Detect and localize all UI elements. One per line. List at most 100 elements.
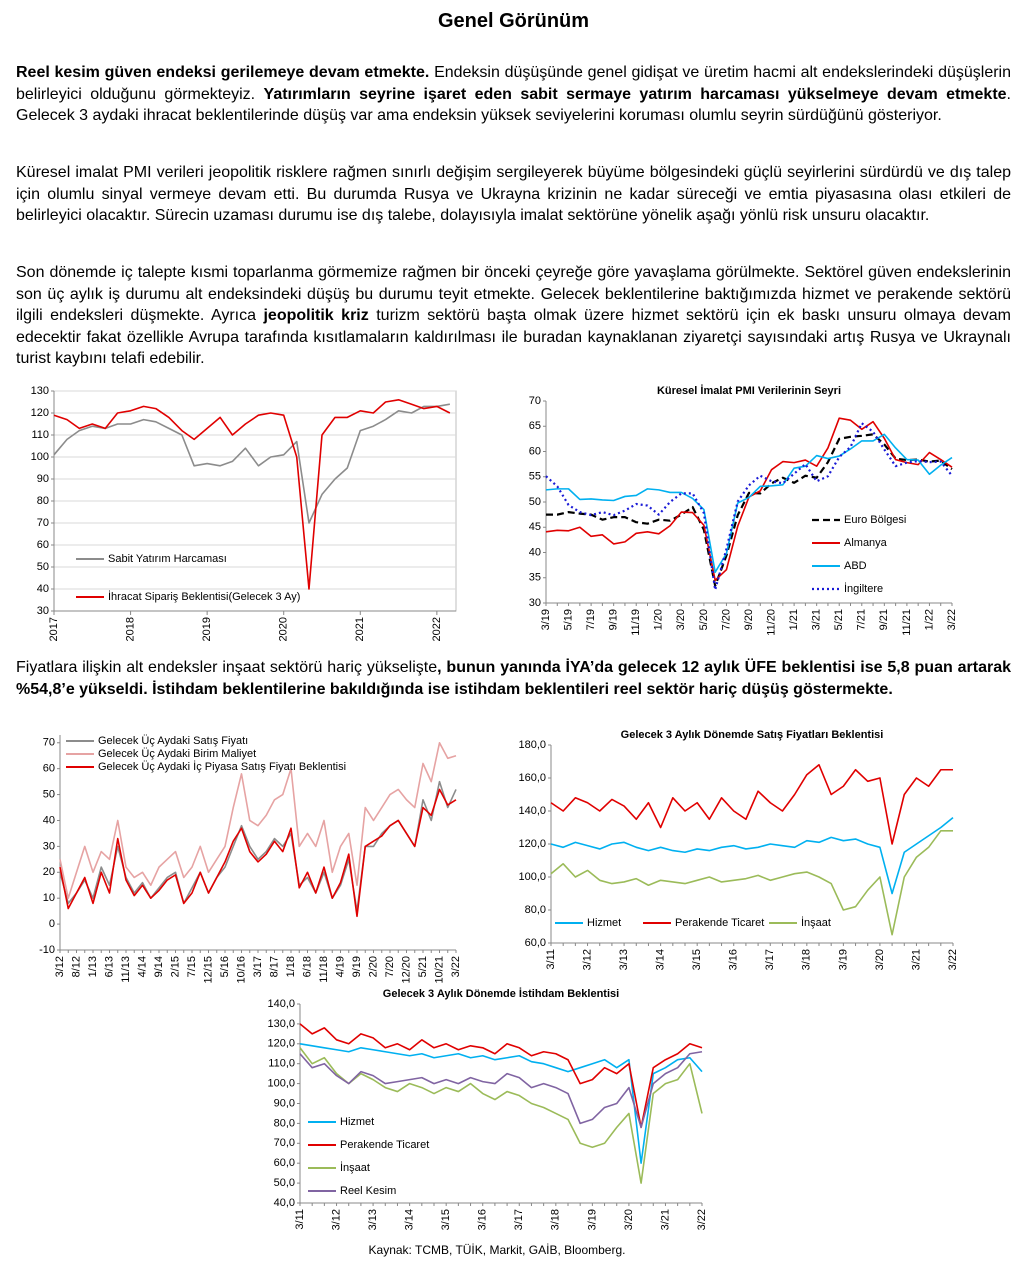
y-tick-label: 40,0 [274, 1197, 295, 1209]
legend-label: Gelecek Üç Aydaki Satış Fiyatı [98, 735, 248, 747]
x-tick-label: 2/15 [169, 956, 181, 977]
x-tick-label: 3/20 [623, 1209, 635, 1230]
y-tick-label: 110,0 [268, 1058, 295, 1070]
line-series [550, 816, 954, 895]
y-tick-label: 130 [31, 385, 49, 397]
y-tick-label: 10 [43, 892, 55, 904]
x-tick-label: 3/16 [728, 949, 740, 970]
y-tick-label: 140,0 [518, 805, 546, 817]
paragraph: Fiyatlara ilişkin alt endeksler inşaat s… [16, 657, 1011, 700]
x-tick-label: 9/19 [351, 956, 363, 977]
line-series [299, 1023, 703, 1129]
y-tick-label: 120 [31, 407, 49, 419]
y-tick-label: 160,0 [518, 772, 546, 784]
y-tick-label: 0 [49, 918, 55, 930]
chart: 30 40 50 60 70 80 90 100 110 120 130 2017 2018 2019 20… [31, 385, 457, 641]
y-tick-label: 35 [529, 572, 541, 584]
x-tick-label: 5/16 [219, 956, 231, 977]
y-tick-label: 45 [529, 521, 541, 533]
chart-title: Küresel İmalat PMI Verilerinin Seyri [657, 384, 841, 397]
legend-label: Sabit Yatırım Harcaması [108, 553, 227, 565]
legend-label: Euro Bölgesi [844, 514, 906, 526]
y-tick-label: 60,0 [274, 1157, 295, 1169]
x-tick-label: 1/21 [788, 609, 800, 630]
x-tick-label: 12/15 [202, 956, 214, 984]
x-tick-label: 10/21 [433, 956, 445, 984]
x-tick-label: 10/16 [235, 956, 247, 984]
page-title: Genel Görünüm [437, 10, 590, 32]
x-tick-label: 3/15 [440, 1209, 452, 1230]
y-tick-label: 60,0 [525, 937, 546, 949]
text-run: Fiyatlara ilişkin alt endeksler inşaat s… [16, 659, 438, 676]
y-tick-label: 130,0 [267, 1018, 295, 1030]
x-tick-label: 3/17 [252, 956, 264, 977]
x-tick-label: 3/11 [545, 949, 557, 970]
x-tick-label: 3/15 [691, 949, 703, 970]
x-tick-label: 2018 [124, 617, 136, 641]
y-tick-label: 80,0 [274, 1117, 295, 1129]
line-series [299, 1043, 703, 1164]
y-tick-label: 50 [37, 561, 49, 573]
x-tick-label: 3/22 [947, 949, 959, 970]
x-tick-label: 7/20 [384, 956, 396, 977]
x-tick-label: 6/18 [301, 956, 313, 977]
y-tick-label: 80 [37, 495, 49, 507]
y-tick-label: 60 [43, 763, 55, 775]
x-tick-label: 3/22 [696, 1209, 708, 1230]
line-series [546, 433, 953, 587]
x-tick-label: 8/17 [268, 956, 280, 977]
text-run: Son dönemde iç talepte kısmi toparlanma … [16, 264, 1011, 325]
text-run: Küresel imalat PMI verileri jeopolitik r… [16, 164, 1011, 225]
legend-label: Hizmet [340, 1116, 374, 1128]
legend-label: İnşaat [801, 916, 831, 929]
y-tick-label: 100 [31, 451, 49, 463]
x-tick-label: 3/20 [874, 949, 886, 970]
y-tick-label: 100,0 [518, 871, 546, 883]
chart: Küresel İmalat PMI Verilerinin Seyri 30 35… [529, 384, 958, 636]
y-tick-label: 140,0 [267, 998, 295, 1010]
y-tick-label: 40 [43, 814, 55, 826]
y-tick-label: 110 [31, 429, 49, 441]
legend-label: Perakende Ticaret [675, 917, 764, 929]
x-tick-label: 3/12 [330, 1209, 342, 1230]
paragraph: Son dönemde iç talepte kısmi toparlanma … [16, 262, 1011, 370]
x-tick-label: 11/19 [630, 609, 642, 636]
line-series [53, 403, 451, 524]
text-run: . Gelecek 3 aydaki ihracat beklentilerin… [16, 85, 1011, 125]
x-tick-label: 3/14 [655, 949, 667, 970]
line-series [550, 764, 953, 845]
x-tick-label: 11/21 [901, 609, 913, 636]
y-tick-label: 20 [43, 866, 55, 878]
line-series [59, 788, 457, 918]
x-tick-label: 5/21 [833, 609, 845, 630]
y-tick-label: 50,0 [274, 1177, 295, 1189]
y-tick-label: 90 [37, 473, 49, 485]
x-tick-label: 2/20 [367, 956, 379, 977]
x-tick-label: 3/17 [513, 1209, 525, 1230]
bold-text: , bunun yanında İYA’da gelecek 12 aylık … [16, 659, 1012, 698]
y-tick-label: 30 [529, 597, 541, 609]
x-tick-label: 3/21 [910, 949, 922, 970]
x-tick-label: 2022 [431, 617, 443, 641]
x-tick-label: 3/21 [659, 1209, 671, 1230]
y-tick-label: 180,0 [518, 739, 546, 751]
x-tick-label: 3/20 [675, 609, 687, 630]
bold-text: Yatırımların seyrine işaret eden sabit s… [263, 85, 1007, 103]
x-tick-label: 12/20 [400, 956, 412, 984]
x-tick-label: 1/22 [923, 609, 935, 630]
x-tick-label: 2019 [201, 617, 213, 641]
y-tick-label: 70,0 [274, 1137, 295, 1149]
x-tick-label: 3/22 [450, 956, 462, 977]
paragraph: Küresel imalat PMI verileri jeopolitik r… [16, 162, 1011, 227]
y-tick-label: 50 [529, 496, 541, 508]
line-series [545, 422, 953, 591]
x-tick-label: 7/21 [856, 609, 868, 630]
x-tick-label: 9/14 [153, 956, 165, 977]
x-tick-label: 1/20 [653, 609, 665, 630]
x-tick-label: 3/19 [540, 609, 552, 630]
legend-label: Hizmet [587, 917, 621, 929]
x-tick-label: 11/18 [318, 956, 330, 983]
y-tick-label: 120,0 [267, 1038, 295, 1050]
source-note: Kaynak: TCMB, TÜİK, Markit, GAİB, Bloomb… [368, 1243, 626, 1257]
legend-label: Gelecek Üç Aydaki Birim Maliyet [98, 748, 256, 760]
